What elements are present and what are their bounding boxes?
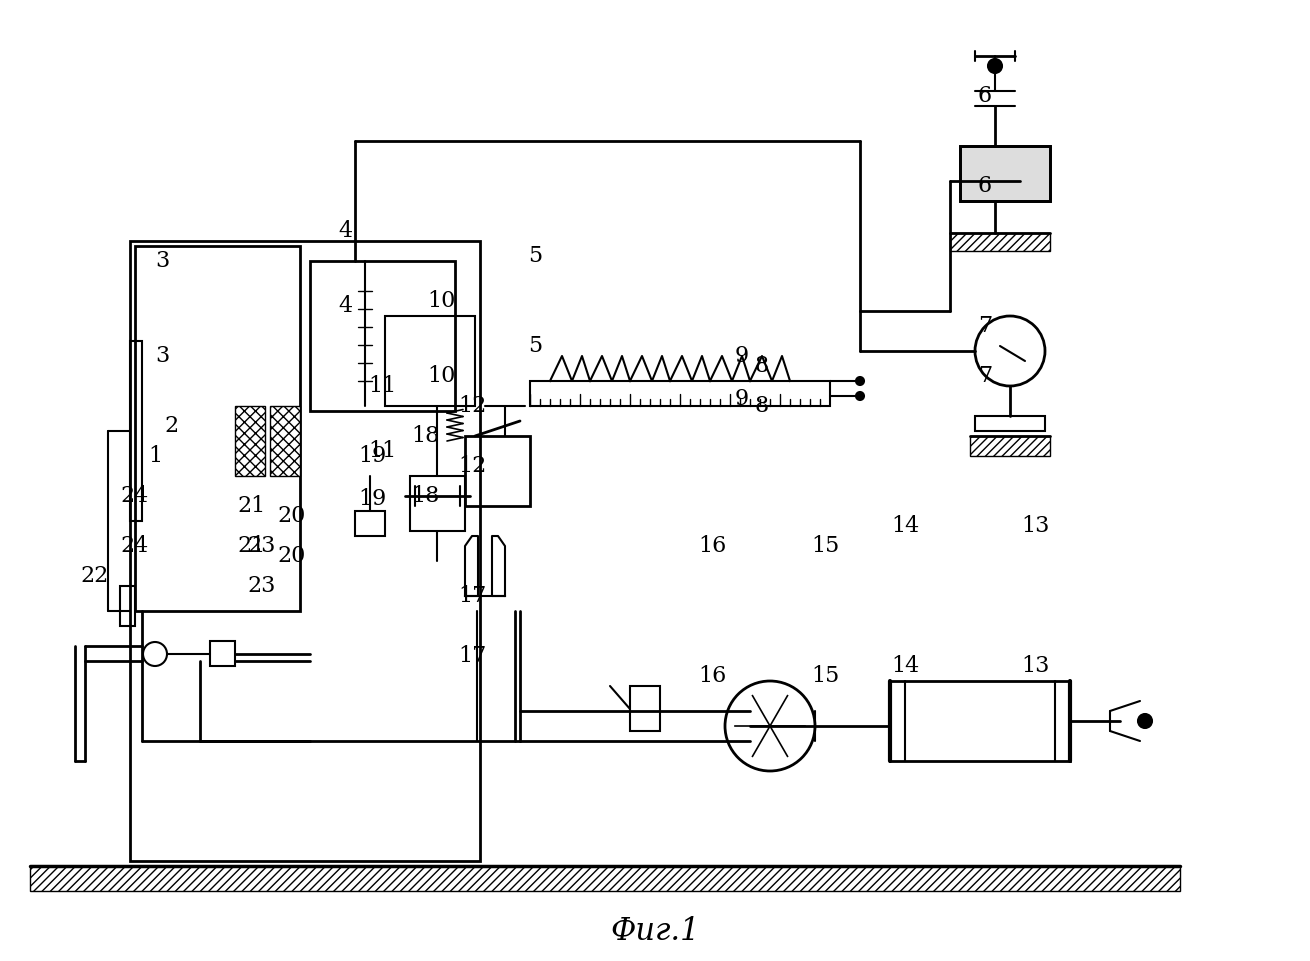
Text: 20: 20 <box>278 505 307 527</box>
Text: 4: 4 <box>338 220 352 242</box>
Text: 19: 19 <box>358 488 386 510</box>
Text: 16: 16 <box>698 665 726 687</box>
Circle shape <box>1138 714 1151 728</box>
Text: 21: 21 <box>238 535 266 557</box>
Bar <box>130 241 479 861</box>
Text: 6: 6 <box>979 175 992 197</box>
Text: 23: 23 <box>248 575 276 597</box>
Text: 19: 19 <box>358 445 386 467</box>
Text: 15: 15 <box>811 535 840 557</box>
Text: 9: 9 <box>735 345 749 367</box>
Bar <box>975 416 1045 431</box>
Text: 16: 16 <box>698 535 726 557</box>
Bar <box>960 146 1051 201</box>
Bar <box>950 233 1051 251</box>
Bar <box>270 406 300 476</box>
Text: 12: 12 <box>458 455 486 477</box>
Bar <box>410 476 465 531</box>
Bar <box>385 316 476 406</box>
Text: 3: 3 <box>155 345 169 367</box>
Text: 11: 11 <box>368 440 396 462</box>
Bar <box>234 406 265 476</box>
Circle shape <box>855 377 865 385</box>
Text: 7: 7 <box>979 315 992 337</box>
Bar <box>130 341 141 521</box>
Text: 8: 8 <box>755 355 769 377</box>
Text: 13: 13 <box>1020 515 1049 537</box>
Bar <box>121 586 135 626</box>
Text: 2: 2 <box>165 415 179 437</box>
Text: 5: 5 <box>528 245 542 267</box>
Text: 18: 18 <box>411 425 439 447</box>
Text: 17: 17 <box>458 645 486 667</box>
Text: 24: 24 <box>121 535 149 557</box>
Text: 8: 8 <box>755 395 769 417</box>
Bar <box>889 681 1070 761</box>
Text: 14: 14 <box>891 515 920 537</box>
Text: 5: 5 <box>528 335 542 357</box>
Text: 17: 17 <box>458 585 486 607</box>
Text: 7: 7 <box>979 365 992 387</box>
Text: Фиг.1: Фиг.1 <box>610 916 700 947</box>
Text: 10: 10 <box>428 365 456 387</box>
Text: 18: 18 <box>411 485 439 507</box>
Text: 23: 23 <box>248 535 276 557</box>
Bar <box>630 686 660 731</box>
Text: 11: 11 <box>368 375 396 397</box>
Circle shape <box>855 392 865 400</box>
Text: 13: 13 <box>1020 655 1049 677</box>
Bar <box>30 866 1180 891</box>
Text: 15: 15 <box>811 665 840 687</box>
Text: 4: 4 <box>338 295 352 317</box>
Text: 10: 10 <box>428 290 456 312</box>
Bar <box>465 436 531 506</box>
Bar <box>960 146 1051 201</box>
Bar <box>531 381 831 406</box>
Text: 20: 20 <box>278 545 307 567</box>
Text: 6: 6 <box>979 85 992 107</box>
Text: 21: 21 <box>238 495 266 517</box>
Bar <box>135 246 300 611</box>
Bar <box>355 511 385 536</box>
Bar <box>210 641 234 666</box>
Text: 12: 12 <box>458 395 486 417</box>
Text: 1: 1 <box>148 445 162 467</box>
Text: 14: 14 <box>891 655 920 677</box>
Bar <box>310 261 455 411</box>
Text: 24: 24 <box>121 485 149 507</box>
Bar <box>969 436 1051 456</box>
Text: 9: 9 <box>735 388 749 410</box>
Text: 22: 22 <box>81 565 109 587</box>
Circle shape <box>988 59 1002 73</box>
Text: 3: 3 <box>155 250 169 272</box>
